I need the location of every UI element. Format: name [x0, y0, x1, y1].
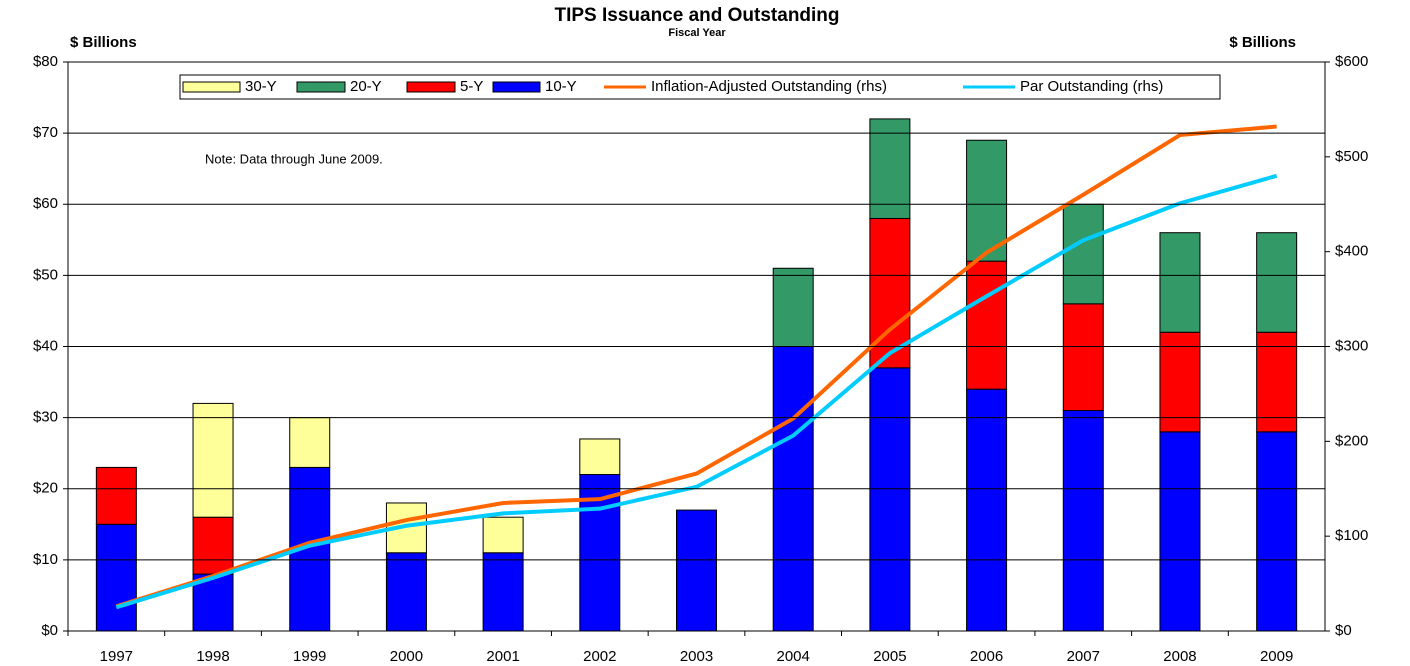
bar-segment: [772, 267, 814, 348]
x-tick-label: 2008: [1163, 648, 1196, 665]
y2-tick-label: $400: [1335, 243, 1368, 260]
legend-swatch: [492, 81, 541, 93]
y-tick-label: $60: [33, 195, 58, 212]
y-tick-label: $0: [41, 622, 58, 639]
bar-segment: [1062, 203, 1104, 305]
bar-segment: [1256, 232, 1298, 333]
bar-segment: [385, 552, 427, 632]
bar-segment: [966, 388, 1008, 632]
x-tick-label: 2004: [777, 648, 810, 665]
bar-segment: [1256, 331, 1298, 433]
bar-segment: [192, 402, 234, 518]
bar-segment: [1159, 331, 1201, 433]
bar-segment: [1062, 303, 1104, 412]
legend-box: [179, 74, 1221, 100]
y2-tick-label: $300: [1335, 337, 1368, 354]
line-series: [115, 124, 1277, 609]
legend-label: Inflation-Adjusted Outstanding (rhs): [651, 78, 887, 95]
annotation: Note: Data through June 2009.: [205, 151, 383, 166]
x-tick-label: 2007: [1067, 648, 1100, 665]
bar-segment: [1159, 431, 1201, 632]
bar-segment: [579, 438, 621, 476]
bar-segment: [482, 516, 524, 554]
legend-swatch: [296, 81, 346, 93]
legend-swatch: [406, 81, 456, 93]
legend-label: 10-Y: [545, 78, 577, 95]
x-tick-label: 1999: [293, 648, 326, 665]
y-tick-label: $10: [33, 551, 58, 568]
bar-segment: [1256, 431, 1298, 632]
y2-tick-label: $600: [1335, 53, 1368, 70]
lines: [115, 124, 1278, 610]
x-tick-label: 2005: [873, 648, 906, 665]
y-tick-label: $20: [33, 480, 58, 497]
bar-segment: [289, 417, 331, 468]
y-tick-label: $70: [33, 124, 58, 141]
y2-tick-label: $0: [1335, 622, 1352, 639]
bar-segment: [966, 260, 1008, 390]
legend-label: 30-Y: [245, 78, 277, 95]
y2-tick-label: $500: [1335, 148, 1368, 165]
y-tick-label: $50: [33, 266, 58, 283]
bar-segment: [869, 118, 911, 219]
legend-label: 5-Y: [460, 78, 483, 95]
x-tick-label: 2002: [583, 648, 616, 665]
chart-title: TIPS Issuance and Outstanding: [554, 5, 839, 26]
legend-label: 20-Y: [350, 78, 382, 95]
legend-label: Par Outstanding (rhs): [1020, 78, 1163, 95]
x-tick-label: 2000: [390, 648, 423, 665]
bar-segment: [1159, 232, 1201, 333]
y-tick-label: $40: [33, 337, 58, 354]
y-tick-label: $80: [33, 53, 58, 70]
bar-segment: [95, 523, 137, 632]
bar-segment: [482, 552, 524, 632]
y-tick-label: $30: [33, 409, 58, 426]
bar-segment: [869, 367, 911, 632]
x-tick-label: 1997: [100, 648, 133, 665]
bar-segment: [95, 466, 137, 525]
legend-swatch: [182, 81, 241, 93]
x-tick-label: 2003: [680, 648, 713, 665]
bar-segment: [676, 509, 717, 632]
chart-subtitle: Fiscal Year: [668, 27, 726, 39]
bar-segment: [966, 139, 1008, 262]
y2-axis-label: $ Billions: [1229, 34, 1296, 51]
x-tick-label: 1998: [196, 648, 229, 665]
y2-tick-label: $100: [1335, 527, 1368, 544]
x-tick-label: 2009: [1260, 648, 1293, 665]
x-tick-label: 2006: [970, 648, 1003, 665]
bar-segment: [192, 516, 234, 575]
y-axis-label: $ Billions: [70, 34, 137, 51]
line-series: [115, 173, 1278, 610]
y2-tick-label: $200: [1335, 432, 1368, 449]
bar-segment: [1062, 410, 1104, 632]
x-tick-label: 2001: [486, 648, 519, 665]
